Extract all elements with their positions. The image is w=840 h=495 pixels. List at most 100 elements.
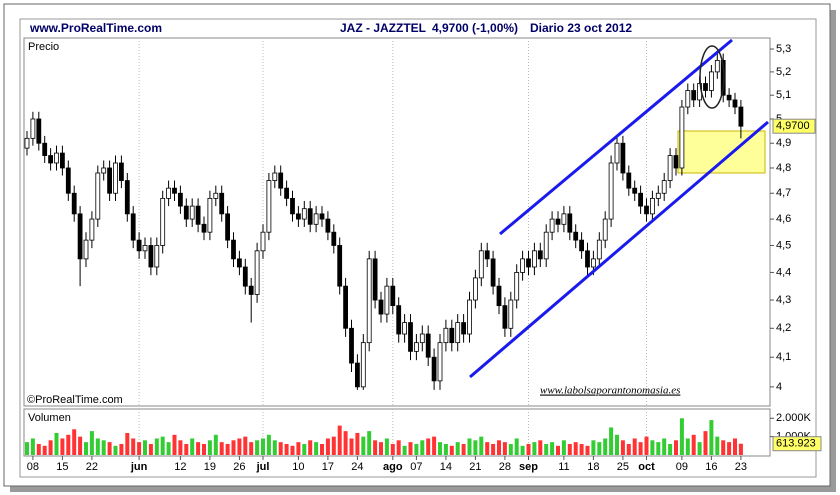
- y-tick-label: 4,8: [776, 162, 791, 174]
- watermark: www.labolsaporantonomasia.es: [540, 385, 680, 397]
- candle-body: [301, 208, 307, 220]
- candle-body: [107, 167, 112, 194]
- volume-bar: [373, 440, 378, 455]
- candle-body: [337, 245, 343, 287]
- last-value-box: [772, 118, 816, 134]
- candle-body: [608, 162, 614, 220]
- candle-body: [295, 213, 301, 220]
- volume-bar: [172, 434, 177, 455]
- candle-body: [585, 250, 590, 268]
- candle-body: [278, 172, 284, 189]
- y-tick-label: 4,3: [776, 294, 791, 306]
- candle-body: [561, 213, 567, 225]
- candle-body: [472, 277, 478, 301]
- volume-bar: [184, 443, 189, 455]
- candle-body: [172, 187, 177, 194]
- candle-body: [437, 342, 443, 382]
- candle-body: [661, 180, 667, 194]
- candle-body: [113, 162, 118, 194]
- price-plot: [23, 37, 771, 407]
- x-tick-label: 15: [56, 461, 68, 473]
- candle-body: [496, 285, 502, 307]
- volume-bar: [738, 443, 743, 455]
- y-tick-label: 4,2: [776, 322, 791, 334]
- volume-bar: [219, 442, 224, 455]
- candle-body: [467, 299, 472, 335]
- x-tick-label: 11: [558, 461, 569, 473]
- candle-body: [461, 322, 467, 335]
- candle-body: [596, 239, 602, 260]
- candle-body: [343, 285, 349, 329]
- volume-bar: [42, 445, 47, 455]
- volume-bar: [644, 436, 649, 455]
- y-tick-label: 5,2: [776, 66, 791, 78]
- candle-body: [119, 162, 124, 181]
- candle-body: [431, 356, 437, 382]
- candle-body: [502, 305, 508, 329]
- x-tick-label: 18: [587, 461, 599, 473]
- x-tick-label: jun: [130, 461, 148, 473]
- x-tick-label: jul: [256, 461, 270, 473]
- volume-bar: [202, 443, 206, 455]
- candle-body: [42, 142, 48, 156]
- volume-bar: [715, 436, 720, 455]
- volume-bar: [36, 443, 41, 455]
- volume-bar: [703, 431, 708, 455]
- volume-bar: [473, 440, 478, 455]
- x-tick-label: 17: [322, 461, 334, 473]
- volume-bar: [349, 438, 354, 455]
- y-tick-label: 4,7: [776, 187, 791, 199]
- volume-bar: [384, 438, 389, 455]
- volume-bar: [691, 434, 696, 455]
- candle-body: [372, 258, 378, 301]
- volume-bar: [544, 443, 549, 455]
- panel-label: Precio: [28, 41, 59, 53]
- candle-body: [402, 322, 408, 335]
- volume-bar: [449, 445, 454, 455]
- candle-body: [413, 342, 419, 352]
- volume-bar: [225, 443, 230, 455]
- candle-body: [709, 71, 714, 91]
- candle-body: [130, 213, 136, 241]
- volume-bar: [514, 438, 519, 455]
- volume-bar: [603, 438, 608, 455]
- candle-body: [526, 258, 531, 268]
- x-tick-label: 08: [27, 461, 39, 473]
- x-tick-label: 10: [292, 461, 304, 473]
- x-tick-label: ago: [383, 461, 403, 473]
- candle-body: [166, 187, 172, 199]
- volume-bar: [84, 442, 88, 455]
- candle-body: [614, 142, 620, 164]
- source: www.ProRealTime.com: [29, 21, 162, 35]
- candle-body: [65, 167, 71, 194]
- candle-body: [266, 180, 272, 233]
- volume-bar: [526, 443, 531, 455]
- candle-body: [325, 218, 331, 233]
- volume-bar: [125, 432, 130, 455]
- candle-body: [543, 231, 549, 260]
- volume-bar: [207, 440, 212, 455]
- volume-bar: [261, 438, 265, 455]
- x-tick-label: 23: [735, 461, 747, 473]
- volume-bar: [60, 438, 65, 455]
- volume-bar: [78, 436, 83, 455]
- volume-bar: [438, 442, 442, 455]
- data-layer: [24, 38, 744, 456]
- volume-bar: [361, 436, 366, 455]
- candle-body: [490, 258, 496, 287]
- candle-body: [632, 187, 638, 194]
- x-tick-label: 22: [86, 461, 98, 473]
- candle-body: [484, 250, 490, 260]
- candle-body: [549, 218, 555, 233]
- volume-bar: [166, 442, 171, 455]
- volume-bar: [48, 440, 53, 455]
- volume-bar: [508, 443, 513, 455]
- x-tick-label: 09: [676, 461, 688, 473]
- y-tick-label: 4,5: [776, 239, 791, 251]
- volume-bar: [455, 442, 460, 455]
- candle-body: [83, 239, 89, 260]
- volume-bar: [615, 434, 619, 455]
- candle-body: [691, 90, 697, 101]
- x-tick-label: 21: [469, 461, 481, 473]
